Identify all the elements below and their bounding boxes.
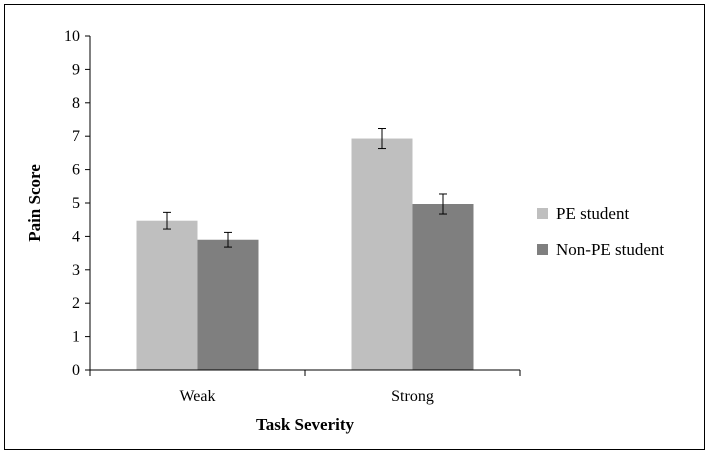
- bar: [136, 220, 198, 370]
- x-axis-ticks: Weak Strong: [89, 370, 521, 405]
- error-bar: [439, 193, 447, 215]
- error-bar: [163, 211, 171, 230]
- y-tick-label: 10: [64, 28, 80, 45]
- bar: [412, 204, 474, 370]
- y-axis-title: Pain Score: [25, 164, 44, 242]
- y-axis-ticks: 0 1 2 3 4 5 6 7 8 9 10: [64, 28, 90, 379]
- legend-swatch: [537, 244, 548, 255]
- y-tick-label: 7: [72, 128, 80, 145]
- y-tick-label: 2: [72, 295, 80, 312]
- y-tick-label: 0: [72, 362, 80, 379]
- bar: [197, 239, 259, 370]
- legend-item: Non-PE student: [537, 240, 664, 259]
- error-bar: [224, 231, 232, 248]
- x-axis-title: Task Severity: [256, 415, 355, 434]
- legend-item: PE student: [537, 204, 629, 223]
- y-tick-label: 8: [72, 95, 80, 112]
- x-tick-label: Weak: [179, 388, 215, 405]
- error-bar: [378, 128, 386, 150]
- x-tick-label: Strong: [391, 388, 434, 405]
- bar: [351, 138, 413, 370]
- y-tick-label: 4: [72, 228, 80, 245]
- legend-label: Non-PE student: [556, 240, 664, 259]
- legend-label: PE student: [556, 204, 629, 223]
- error-bars: [163, 128, 447, 248]
- y-tick-label: 1: [72, 329, 80, 346]
- bars: [136, 138, 474, 370]
- y-tick-label: 5: [72, 195, 80, 212]
- legend-swatch: [537, 208, 548, 219]
- y-tick-label: 9: [72, 61, 80, 78]
- y-tick-label: 3: [72, 262, 80, 279]
- y-tick-label: 6: [72, 162, 80, 179]
- legend: PE student Non-PE student: [537, 204, 664, 259]
